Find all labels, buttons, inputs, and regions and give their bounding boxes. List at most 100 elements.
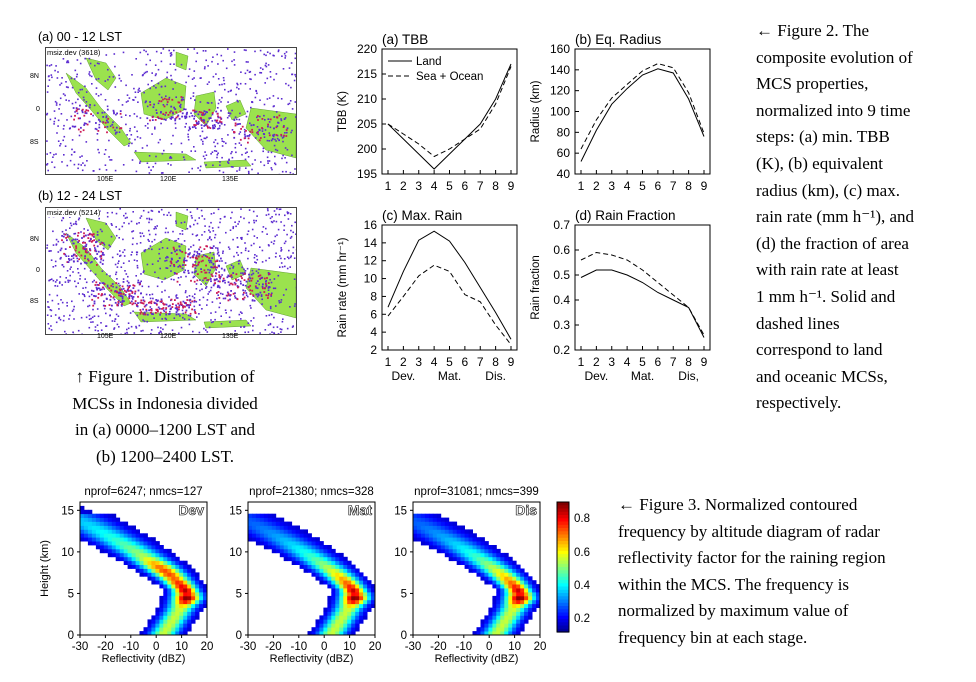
series-land [580, 269, 705, 338]
mcs-dot [139, 309, 142, 311]
mcs-dot [167, 163, 169, 165]
mcs-dot [58, 308, 60, 310]
mcs-dot [73, 233, 75, 235]
colorbar-step [557, 508, 569, 513]
cfad-cell [267, 521, 273, 526]
mcs-dot [209, 278, 212, 280]
mcs-dot [60, 247, 63, 250]
cfad-cell [500, 556, 505, 562]
mcs-dot [128, 286, 130, 288]
mcs-dot [165, 303, 168, 306]
mcs-dot [244, 131, 246, 133]
cfad-cell [91, 541, 97, 546]
cfad-cell [331, 556, 336, 562]
mcs-dot [222, 277, 225, 280]
cfad-cell [359, 615, 364, 620]
mcs-dot [194, 219, 197, 222]
mcs-dot [179, 233, 181, 235]
mcs-dot [244, 249, 247, 252]
mcs-dot [51, 161, 53, 163]
mcs-dot [247, 230, 250, 232]
cfad-cell [183, 576, 188, 581]
mcs-dot [88, 304, 91, 307]
cfad-cell [520, 611, 525, 616]
cfad-cell [271, 517, 277, 522]
mcs-dot [227, 48, 229, 50]
mcs-dot [290, 255, 292, 257]
mcs-dot [168, 98, 170, 101]
cfad-cell [339, 611, 344, 616]
colorbar-step [557, 586, 569, 591]
cfad-cell [484, 631, 489, 636]
mcs-dot [131, 303, 134, 306]
cfad-cell [131, 552, 136, 558]
mcs-dot [162, 307, 165, 309]
mcs-dot [98, 123, 101, 126]
mcs-dot [195, 288, 198, 290]
mcs-dot [67, 60, 69, 62]
mcs-dot [214, 119, 217, 122]
mcs-dot [150, 329, 153, 331]
cfad-cell [179, 580, 184, 585]
cfad-cell [183, 564, 188, 569]
mcs-dot [118, 228, 121, 231]
cfad-cell [163, 627, 168, 632]
cfad-cell [119, 521, 125, 526]
mcs-dot [128, 222, 130, 225]
cfad-cell [167, 580, 172, 585]
mcs-dot [100, 258, 102, 261]
mcs-dot [135, 251, 138, 253]
cfad-cell [496, 631, 501, 636]
mcs-dot [180, 303, 183, 306]
mcs-dot [243, 296, 246, 299]
cfad-cell [327, 603, 332, 608]
mcs-dot [130, 300, 133, 303]
cfad-cell [99, 521, 105, 526]
mcs-dot [236, 118, 238, 121]
mcs-dot [50, 325, 52, 327]
mcs-dot [160, 301, 163, 303]
cfad-cell [107, 521, 113, 526]
mcs-dot [244, 272, 246, 274]
colorbar-step [557, 596, 569, 601]
mcs-dot [64, 281, 67, 283]
cfad-cell [448, 548, 454, 554]
cfad-cell [496, 552, 501, 558]
cfad-cell [319, 548, 324, 554]
cfad-cell [263, 545, 269, 550]
cfad-cell [339, 631, 344, 636]
mcs-dot [187, 314, 190, 317]
mcs-dot [192, 255, 194, 258]
cfad-cell [456, 525, 462, 530]
cfad-cell [187, 576, 192, 581]
mcs-dot [169, 265, 172, 267]
mcs-dot [72, 331, 74, 334]
cfad-cell [275, 533, 281, 538]
cfad-cell [508, 556, 513, 562]
mcs-dot [244, 152, 247, 154]
cfad-cell [488, 607, 493, 612]
cfad-cell [504, 560, 509, 565]
mcs-dot [269, 76, 272, 78]
cfad-cell [84, 537, 89, 542]
mcs-dot [164, 97, 166, 100]
mcs-dot [234, 221, 236, 223]
mcs-dot [206, 256, 209, 258]
mcs-dot [185, 122, 187, 125]
mcs-dot [145, 303, 148, 306]
mcs-dot [280, 247, 282, 249]
cfad-cell [139, 533, 144, 538]
cfad-cell [355, 595, 360, 601]
mcs-dot [284, 55, 287, 57]
mcs-dot [185, 302, 187, 304]
mcs-dot [93, 244, 96, 247]
cfad-cell [371, 603, 376, 608]
cfad-cell [303, 533, 308, 538]
mcs-dot [122, 281, 125, 283]
cfad-cell [87, 509, 93, 515]
cfad-cell [159, 599, 164, 605]
plot-frame [247, 501, 376, 636]
cfad-cell [127, 537, 132, 542]
cfad-cell [163, 580, 168, 585]
